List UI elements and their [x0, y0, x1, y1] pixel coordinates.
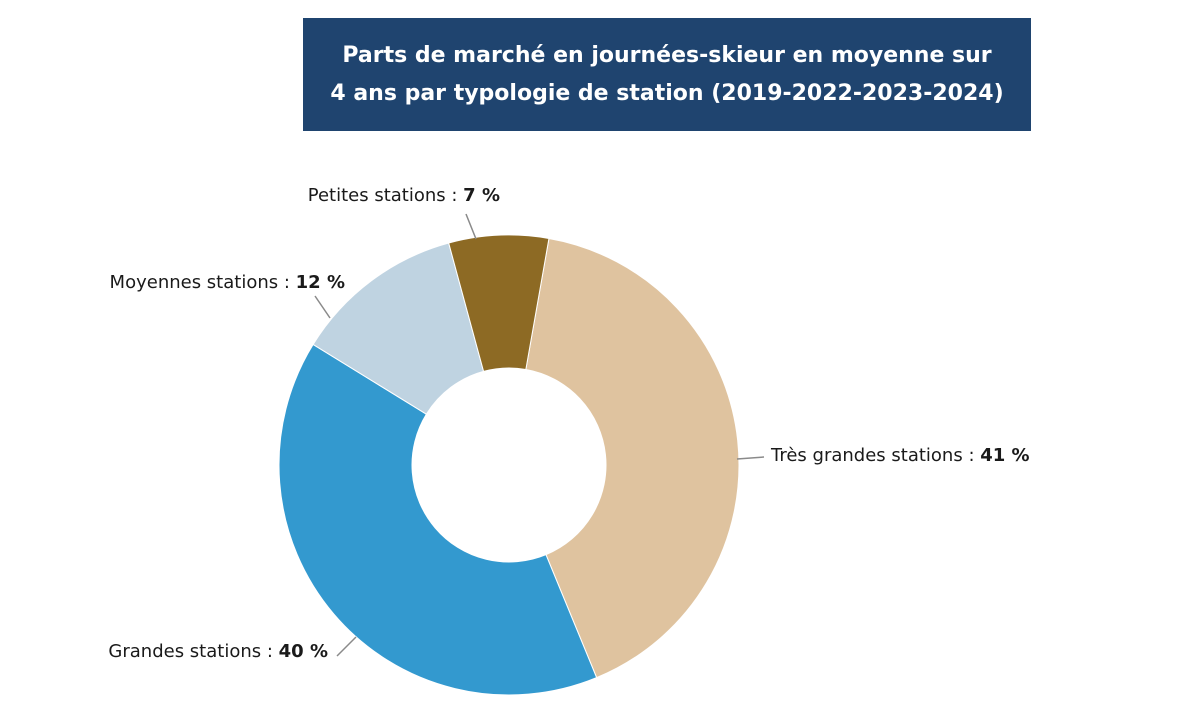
labels-layer: Très grandes stations : 41 % Grandes stat…: [108, 185, 1029, 662]
leader-line: [336, 636, 357, 657]
leader-line: [314, 295, 331, 319]
slice-label-name: Petites stations :: [308, 185, 463, 206]
chart-title-line-1: Parts de marché en journées-skieur en mo…: [342, 42, 992, 68]
slice-label: Très grandes stations : 41 %: [770, 445, 1030, 466]
chart-title-line-2: 4 ans par typologie de station (2019-202…: [330, 80, 1004, 106]
slice-label-name: Grandes stations :: [108, 641, 278, 662]
slice-label: Petites stations : 7 %: [308, 185, 500, 206]
leader-line: [736, 456, 765, 460]
slice-label: Moyennes stations : 12 %: [110, 272, 345, 293]
slice-label-name: Très grandes stations :: [770, 445, 980, 466]
slice-petites-stations: [448, 234, 550, 373]
slice-label-value: 40 %: [279, 641, 328, 662]
slice-label-value: 41 %: [980, 445, 1029, 466]
slice-label-value: 7 %: [463, 185, 500, 206]
slice-très-grandes-stations: [525, 237, 740, 679]
leader-lines-layer: [314, 213, 765, 657]
slice-label-value: 12 %: [296, 272, 345, 293]
leader-line: [465, 213, 477, 240]
slices-layer: [278, 234, 740, 696]
slice-label: Grandes stations : 40 %: [108, 641, 328, 662]
slice-moyennes-stations: [312, 242, 485, 415]
chart-title: Parts de marché en journées-skieur en mo…: [303, 18, 1031, 131]
slice-label-name: Moyennes stations :: [110, 272, 296, 293]
slice-grandes-stations: [278, 343, 598, 696]
